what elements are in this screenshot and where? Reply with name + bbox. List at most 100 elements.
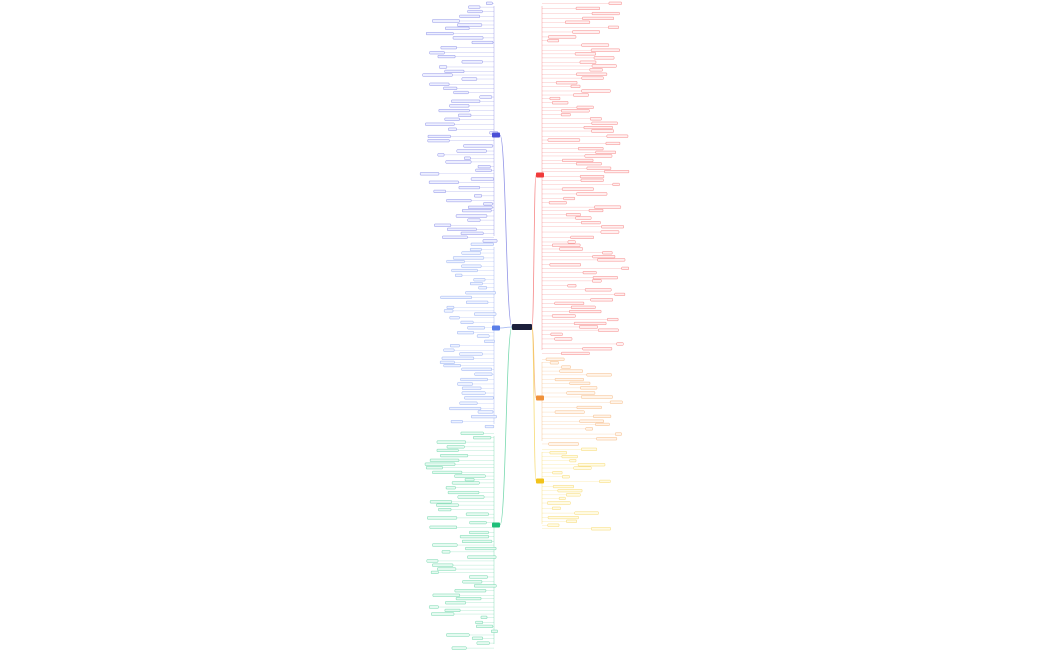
leaf-node — [554, 410, 585, 414]
leaf-node — [592, 276, 618, 280]
leaf-node — [548, 35, 577, 39]
leaf-node — [479, 95, 492, 99]
leaf-node — [547, 523, 560, 527]
leaf-node — [420, 172, 440, 176]
leaf-node — [430, 500, 452, 504]
leaf-node — [592, 279, 602, 283]
branch-node-orange — [536, 395, 544, 401]
branch-connector — [531, 174, 537, 328]
leaf-node — [549, 97, 561, 100]
leaf-node — [486, 1, 493, 5]
leaf-node — [445, 160, 472, 164]
leaf-node — [475, 168, 492, 172]
leaf-node — [466, 512, 489, 516]
leaf-node — [561, 109, 590, 113]
leaf-node — [438, 109, 470, 113]
leaf-node — [451, 269, 478, 272]
leaf-node — [474, 584, 497, 588]
leaf-node — [569, 459, 577, 463]
leaf-node — [472, 636, 483, 640]
leaf-node — [581, 43, 609, 47]
leaf-node — [562, 475, 570, 479]
leaf-node — [476, 624, 493, 628]
leaf-node — [471, 41, 494, 44]
leaf-node — [591, 12, 620, 15]
leaf-node — [566, 213, 581, 217]
leaf-node — [441, 356, 474, 360]
leaf-node — [460, 431, 484, 435]
branch-node-red — [536, 172, 544, 178]
leaf-node — [569, 310, 602, 313]
leaf-node — [547, 39, 559, 43]
leaf-node — [582, 271, 597, 275]
leaf-node — [449, 316, 460, 320]
leaf-node — [572, 30, 600, 34]
leaf-node — [576, 192, 608, 196]
leaf-node — [581, 447, 597, 451]
leaf-node — [454, 474, 486, 478]
leaf-node — [446, 633, 470, 637]
leaf-node — [470, 242, 494, 246]
leaf-node — [570, 235, 594, 239]
leaf-node — [580, 386, 598, 390]
leaf-node — [574, 52, 596, 56]
leaf-node — [438, 508, 452, 512]
leaf-node — [604, 170, 630, 174]
leaf-node — [567, 240, 576, 244]
leaf-node — [459, 14, 480, 18]
leaf-node — [558, 497, 566, 500]
leaf-node — [445, 26, 470, 30]
leaf-node — [482, 239, 498, 243]
leaf-node — [586, 166, 612, 170]
leaf-node — [616, 342, 624, 346]
leaf-node — [601, 225, 624, 229]
branch-connector — [531, 326, 537, 482]
leaf-node — [576, 406, 602, 409]
leaf-node — [574, 511, 599, 515]
leaf-node — [429, 605, 439, 609]
leaf-node — [579, 325, 598, 329]
leaf-node — [590, 298, 613, 302]
leaf-node — [597, 258, 626, 262]
leaf-node — [554, 337, 573, 341]
leaf-node — [444, 309, 454, 313]
leaf-node — [467, 555, 497, 559]
leaf-node — [607, 318, 619, 321]
leaf-node — [426, 559, 439, 563]
leaf-node — [598, 328, 619, 332]
leaf-node — [454, 589, 487, 593]
leaf-node — [552, 471, 563, 475]
leaf-node — [455, 273, 463, 277]
leaf-node — [427, 135, 451, 138]
leaf-node — [456, 149, 487, 153]
leaf-node — [549, 361, 559, 365]
central-topic-node[interactable] — [512, 324, 532, 330]
leaf-node — [449, 104, 470, 108]
leaf-node — [463, 144, 493, 148]
leaf-node — [477, 165, 491, 169]
leaf-node — [573, 466, 592, 470]
leaf-node — [467, 326, 485, 330]
leaf-node — [476, 641, 490, 645]
leaf-node — [475, 621, 483, 624]
leaf-node — [549, 263, 581, 267]
branch-connector — [499, 326, 513, 329]
leaf-node — [444, 608, 461, 612]
leaf-node — [579, 419, 604, 423]
leaf-node — [483, 202, 493, 206]
leaf-node — [446, 260, 465, 263]
leaf-node — [431, 612, 455, 616]
leaf-node — [440, 46, 457, 50]
branch-node-blue-top — [492, 132, 500, 138]
leaf-node — [458, 186, 480, 190]
leaf-node — [429, 525, 457, 529]
leaf-node — [567, 284, 577, 288]
leaf-node — [455, 597, 482, 601]
leaf-node — [446, 199, 472, 203]
leaf-node — [452, 36, 484, 40]
leaf-node — [424, 462, 456, 466]
branch-node-blue-mid — [492, 325, 500, 331]
leaf-node — [581, 395, 613, 399]
leaf-node — [550, 332, 563, 336]
leaf-node — [612, 183, 620, 186]
